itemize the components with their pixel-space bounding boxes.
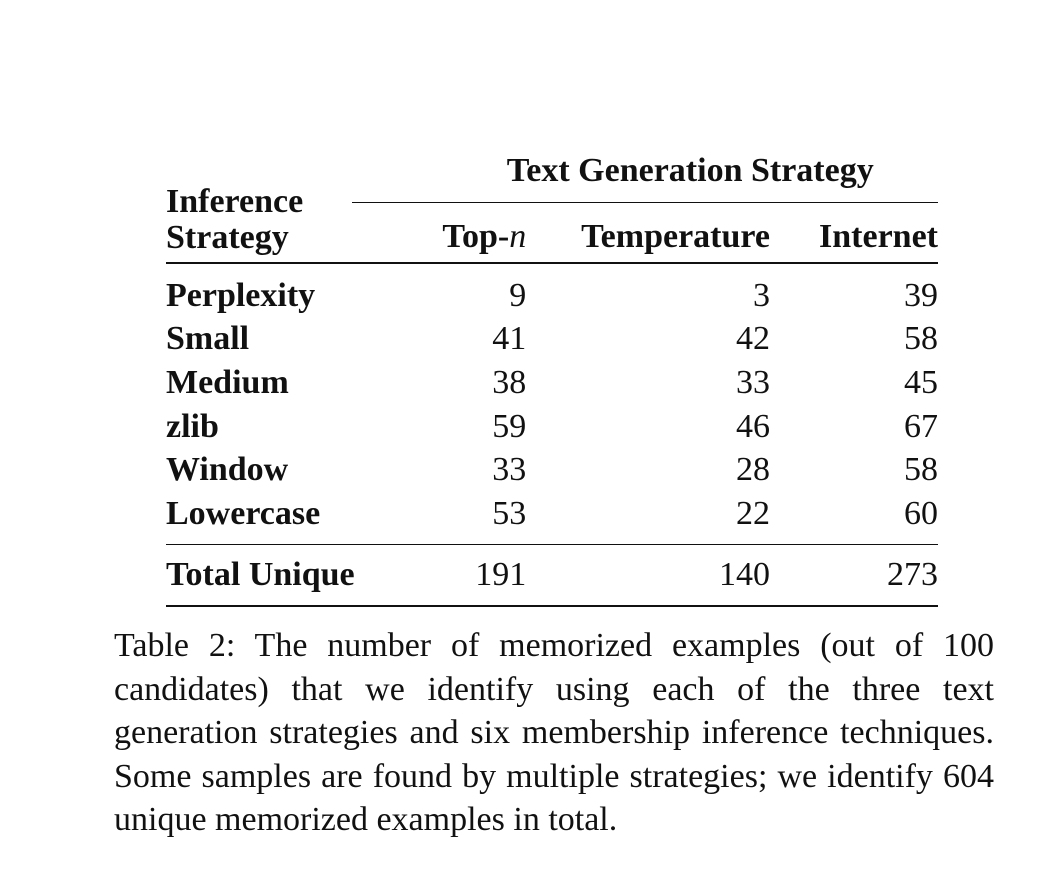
cell-temperature: 3 xyxy=(752,276,770,314)
group-rule xyxy=(352,202,527,203)
cell-top-n: 33 xyxy=(492,451,527,489)
row-label: Lowercase xyxy=(166,494,321,532)
table-column-header-row: Top-n Temperature Internet xyxy=(166,202,938,264)
table-row: Small 41 42 58 xyxy=(166,318,938,362)
results-table-container: Inference Strategy Text Generation Strat… xyxy=(166,138,938,607)
cell-internet: 58 xyxy=(904,451,938,489)
table-row: Window 33 28 58 xyxy=(166,448,938,492)
col-header-internet: Internet xyxy=(769,202,938,264)
cell-internet: 39 xyxy=(904,276,938,314)
total-temperature: 140 xyxy=(526,543,770,607)
row-label: zlib xyxy=(166,407,219,445)
group-rule-mid xyxy=(526,202,770,203)
row-label: Window xyxy=(166,451,289,489)
total-row: Total Unique 191 140 273 xyxy=(166,543,938,607)
cell-temperature: 33 xyxy=(735,363,770,401)
col-header-temperature: Temperature xyxy=(526,202,770,264)
cell-top-n: 9 xyxy=(509,276,527,314)
memorized-examples-table: Inference Strategy Text Generation Strat… xyxy=(166,138,938,607)
col-header-internet-label: Internet xyxy=(819,218,938,255)
table-group-header-row: Inference Strategy Text Generation Strat… xyxy=(166,138,938,264)
total-label: Total Unique xyxy=(166,543,443,607)
table-row: Medium 38 33 45 xyxy=(166,361,938,405)
cell-internet: 67 xyxy=(904,407,938,445)
group-rule-right xyxy=(769,202,938,203)
stub-header-line2: Strategy xyxy=(166,219,289,256)
cell-top-n: 59 xyxy=(492,407,527,445)
row-label: Small xyxy=(166,320,250,358)
col-header-top-n-var: n xyxy=(509,218,527,255)
cell-internet: 45 xyxy=(904,363,938,401)
col-header-top-n-prefix: Top- xyxy=(442,218,510,255)
group-header-cell: Text Generation Strategy xyxy=(442,138,938,202)
table-row: zlib 59 46 67 xyxy=(166,405,938,449)
row-label: Perplexity xyxy=(166,276,316,314)
cell-top-n: 38 xyxy=(492,363,527,401)
cell-top-n: 53 xyxy=(492,494,527,532)
stub-header: Inference Strategy xyxy=(166,138,443,264)
cell-temperature: 42 xyxy=(735,320,770,358)
total-top-n: 191 xyxy=(442,543,527,607)
cell-temperature: 46 xyxy=(735,407,770,445)
group-header: Text Generation Strategy xyxy=(506,152,874,189)
stub-header-line1: Inference xyxy=(166,183,304,220)
col-header-temperature-label: Temperature xyxy=(581,218,770,255)
cell-top-n: 41 xyxy=(492,320,527,358)
row-label: Medium xyxy=(166,363,289,401)
cell-internet: 58 xyxy=(904,320,938,358)
cell-internet: 60 xyxy=(904,494,938,532)
cell-temperature: 28 xyxy=(735,451,770,489)
col-header-top-n: Top-n xyxy=(352,202,527,264)
table-row: Perplexity 9 3 39 xyxy=(166,263,938,318)
table-row: Lowercase 53 22 60 xyxy=(166,492,938,544)
cell-temperature: 22 xyxy=(735,494,770,532)
total-internet: 273 xyxy=(769,543,938,607)
table-caption: Table 2: The number of memorized example… xyxy=(114,627,994,838)
